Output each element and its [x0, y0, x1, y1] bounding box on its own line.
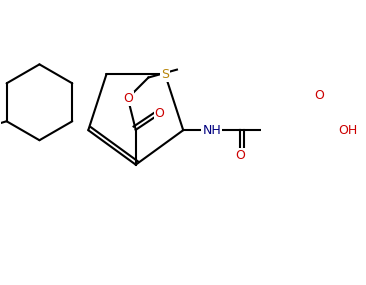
Text: OH: OH [339, 124, 358, 137]
Text: O: O [235, 149, 245, 162]
Text: O: O [123, 92, 133, 105]
Text: O: O [314, 89, 324, 102]
Text: S: S [161, 68, 169, 81]
Text: O: O [154, 107, 164, 121]
Text: NH: NH [202, 124, 221, 137]
